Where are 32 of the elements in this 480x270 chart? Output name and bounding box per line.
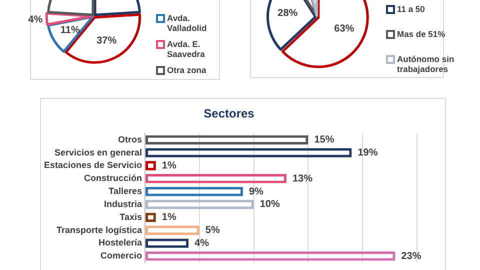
y-tick-label: Hostelería [98,238,144,248]
data-label: 4% [194,238,210,249]
y-tick-label: Servicios en general [54,147,142,158]
data-label: 5% [205,225,220,236]
y-tick-label: Industria [104,198,144,209]
data-label: 9% [248,186,264,198]
data-label: 15% [314,134,334,146]
legend-label: Avda. E. Saavedra [166,39,206,61]
y-tick-label: Transporte logística [56,224,144,235]
data-label: 19% [358,148,378,159]
chart-title: Sectores [204,106,255,121]
data-label: 11% [60,24,80,36]
data-label: 13% [292,173,313,184]
data-label: 37% [96,35,117,46]
data-label: 23% [401,250,422,262]
y-tick-label: Construcción [84,173,142,184]
y-tick-label: Comercio [100,250,143,261]
y-tick-label: Otros [118,134,142,144]
data-label: 28% [278,8,298,20]
data-label: 63% [334,24,354,35]
legend-label: Otra zona [166,65,208,77]
data-label: 4% [28,14,43,26]
y-tick-label: Estaciones de Servicio [44,160,143,170]
y-tick-label: Taxis [120,212,142,222]
legend-label: Avda. Valladolid [166,13,208,35]
data-label: 1% [162,160,176,172]
legend-label: Autónomo sin trabajadores [396,54,456,76]
data-label: 10% [260,199,280,210]
y-tick-label: Talleres [108,186,142,196]
legend-label: 11 a 50 [396,4,426,16]
legend-label: Mas de 51% [396,29,446,41]
data-label: 1% [162,212,176,224]
